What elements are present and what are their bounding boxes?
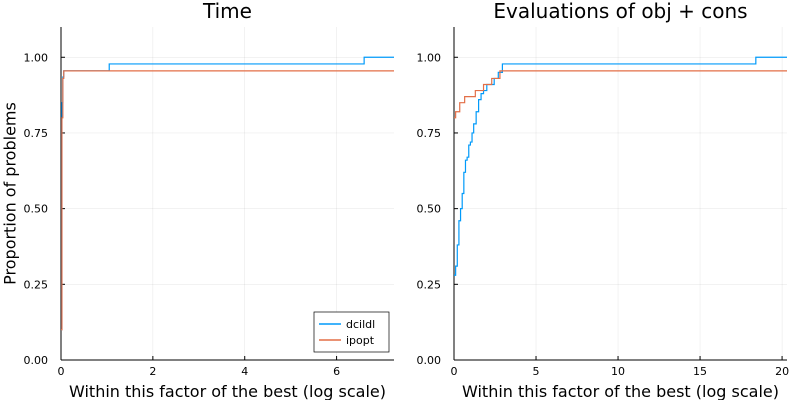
- subplot-1: 0 2 4 6 0.00 0.25 0.50 0.75 1.00 Time Within this …: [1, 0, 394, 400]
- x-axis-label: Within this factor of the best (log scal…: [69, 382, 386, 400]
- x-tick-label: 15: [693, 365, 707, 378]
- legend: dcildl ipopt: [313, 311, 390, 353]
- legend-box: [313, 311, 390, 353]
- series-line-ipopt: [61, 70, 394, 331]
- x-tick-label: 2: [149, 365, 156, 378]
- series-line-ipopt: [454, 70, 787, 119]
- y-tick-label: 0.75: [417, 127, 442, 140]
- x-tick-label: 0: [58, 365, 65, 378]
- subplot-2: 0 5 10 15 20 0.00 0.25 0.50 0.75 1.00 Evaluations …: [417, 0, 790, 400]
- legend-label-dcildl: dcildl: [346, 318, 375, 331]
- y-tick-label: 0.75: [24, 127, 49, 140]
- y-tick-label: 0.00: [417, 354, 442, 367]
- x-tick-label: 20: [775, 365, 789, 378]
- y-tick-label: 0.25: [24, 278, 49, 291]
- x-tick-label: 5: [533, 365, 540, 378]
- chart-title: Time: [202, 0, 252, 23]
- x-tick-label: 4: [241, 365, 248, 378]
- y-tick-label: 1.00: [24, 51, 49, 64]
- y-tick-label: 0.50: [24, 203, 49, 216]
- series-line-dcildl: [454, 56, 787, 276]
- y-tick-label: 0.00: [24, 354, 49, 367]
- legend-label-ipopt: ipopt: [346, 334, 375, 347]
- x-axis-label: Within this factor of the best (log scal…: [462, 382, 779, 400]
- chart-title: Evaluations of obj + cons: [493, 0, 747, 23]
- y-tick-label: 1.00: [417, 51, 442, 64]
- x-tick-label: 10: [611, 365, 625, 378]
- series-line-dcildl: [61, 56, 394, 331]
- y-tick-label: 0.25: [417, 278, 442, 291]
- y-tick-label: 0.50: [417, 203, 442, 216]
- x-tick-label: 0: [451, 365, 458, 378]
- y-axis-label: Proportion of problems: [1, 102, 20, 285]
- x-tick-label: 6: [333, 365, 340, 378]
